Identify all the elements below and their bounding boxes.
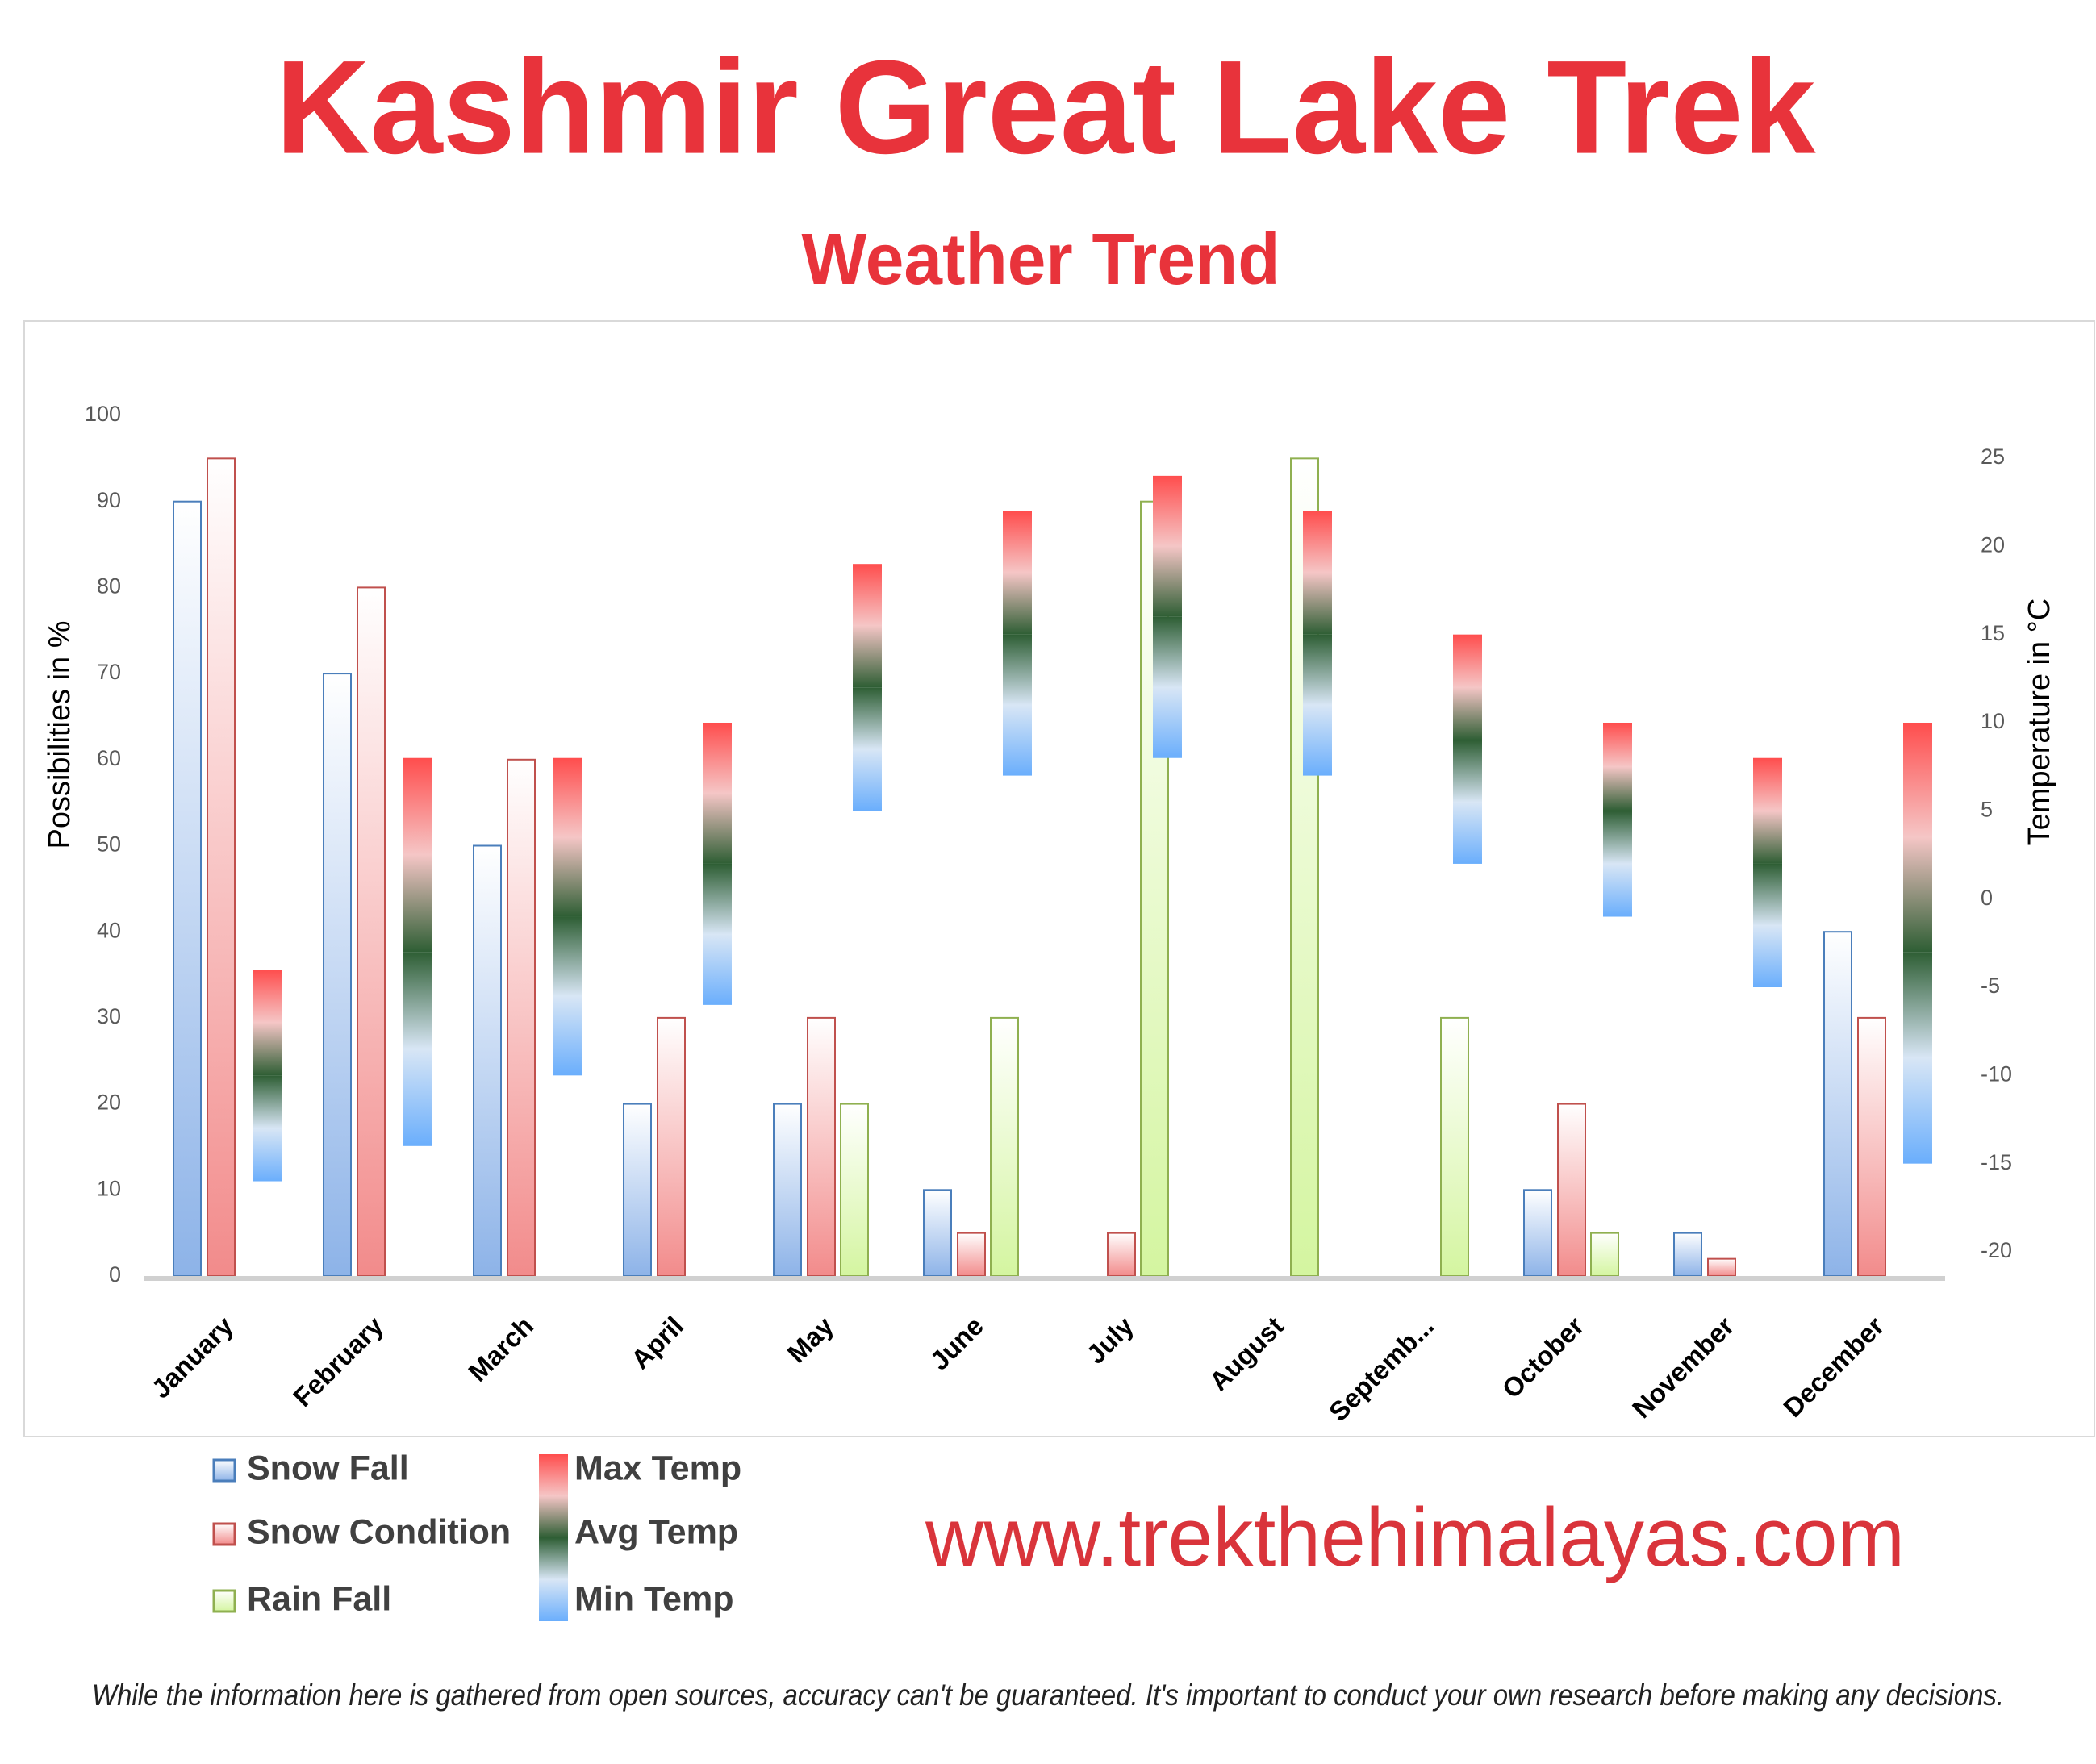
bar — [1440, 1016, 1469, 1278]
temp-range-upper — [1303, 511, 1332, 635]
legend-swatch — [212, 1589, 236, 1613]
y2-tick-label: -5 — [1981, 974, 2000, 998]
legend-swatch — [212, 1458, 236, 1483]
bar — [1857, 1016, 1886, 1278]
bar — [1107, 1232, 1136, 1278]
x-tick-label: March — [462, 1311, 539, 1387]
legend-swatch — [539, 1454, 568, 1621]
y-axis-label: Possibilities in % — [43, 621, 77, 849]
y-tick-label: 70 — [97, 660, 121, 684]
x-tick-label: July — [1080, 1311, 1139, 1370]
y-tick-label: 90 — [97, 488, 121, 512]
y2-tick-label: -15 — [1981, 1150, 2012, 1174]
temp-range-lower — [403, 952, 432, 1146]
temp-range-upper — [403, 757, 432, 953]
temp-range-upper — [1003, 511, 1032, 635]
temp-range-lower — [1153, 616, 1182, 758]
legend-label: Min Temp — [574, 1579, 733, 1618]
temp-range-upper — [1903, 723, 1932, 953]
bar — [623, 1103, 652, 1277]
temp-range-lower — [1903, 952, 1932, 1164]
temp-range-upper — [1753, 757, 1782, 864]
bar — [1707, 1257, 1736, 1278]
bar — [1673, 1232, 1702, 1278]
temp-range-lower — [1603, 811, 1632, 917]
temp-range-upper — [703, 723, 732, 864]
y2-tick-label: 10 — [1981, 709, 2005, 733]
chart-title: Kashmir Great Lake Trek — [276, 33, 1816, 181]
y-tick-label: 40 — [97, 918, 121, 942]
legend-label: Snow Condition — [247, 1512, 511, 1551]
y2-tick-label: 25 — [1981, 444, 2005, 469]
y2-tick-label: 5 — [1981, 797, 1993, 821]
y-tick-label: 100 — [85, 402, 121, 426]
y-tick-label: 50 — [97, 832, 121, 857]
bar — [990, 1016, 1019, 1278]
bar — [507, 758, 536, 1277]
temp-range-lower — [1303, 634, 1332, 776]
y-tick-label: 80 — [97, 574, 121, 598]
x-tick-label: October — [1496, 1311, 1589, 1404]
temp-range-upper — [1453, 634, 1482, 740]
bar — [1823, 931, 1852, 1277]
temp-range-upper — [253, 970, 282, 1076]
legend-label: Rain Fall — [247, 1579, 391, 1618]
temp-range-lower — [553, 916, 582, 1076]
y2-tick-label: -20 — [1981, 1238, 2012, 1262]
bar — [840, 1103, 869, 1277]
y2-axis-label: Temperature in °C — [2023, 598, 2056, 846]
temp-range-lower — [703, 863, 732, 1005]
y-tick-label: 20 — [97, 1091, 121, 1115]
x-tick-label: Septemb... — [1323, 1311, 1439, 1427]
x-tick-label: November — [1626, 1311, 1739, 1424]
bar — [807, 1016, 836, 1278]
bar — [1523, 1189, 1552, 1278]
y-tick-label: 60 — [97, 746, 121, 770]
y2-tick-label: -10 — [1981, 1061, 2012, 1086]
x-tick-label: April — [625, 1311, 689, 1374]
bar — [357, 586, 386, 1277]
bar — [773, 1103, 802, 1277]
legend-label: Avg Temp — [574, 1512, 738, 1551]
plot-frame — [23, 320, 2095, 1437]
disclaimer: While the information here is gathered f… — [92, 1679, 2004, 1712]
bar — [323, 673, 352, 1277]
legend-label: Snow Fall — [247, 1449, 409, 1487]
chart-subtitle: Weather Trend — [802, 219, 1280, 300]
bar — [957, 1232, 986, 1278]
bar — [473, 844, 502, 1277]
x-tick-label: February — [287, 1310, 389, 1412]
x-tick-label: August — [1204, 1311, 1290, 1397]
x-tick-label: June — [924, 1311, 989, 1376]
legend-label: Max Temp — [574, 1449, 741, 1487]
bar — [173, 500, 202, 1277]
temp-range-upper — [1153, 475, 1182, 617]
website: www.trekthehimalayas.com — [925, 1491, 1905, 1583]
temp-range-lower — [853, 687, 882, 811]
temp-range-lower — [1453, 740, 1482, 864]
bar — [1590, 1232, 1619, 1278]
y-tick-label: 30 — [97, 1004, 121, 1028]
y-tick-label: 0 — [109, 1262, 121, 1287]
y-tick-label: 10 — [97, 1176, 121, 1200]
y2-tick-label: 0 — [1981, 886, 1993, 910]
temp-range-upper — [1603, 723, 1632, 811]
temp-range-upper — [553, 757, 582, 917]
x-tick-label: January — [145, 1311, 239, 1404]
temp-range-lower — [1003, 634, 1032, 776]
y2-tick-label: 15 — [1981, 621, 2005, 645]
x-tick-label: December — [1777, 1311, 1889, 1423]
bar — [923, 1189, 952, 1278]
bar — [1557, 1103, 1586, 1277]
x-tick-label: May — [782, 1310, 840, 1368]
legend-swatch — [212, 1522, 236, 1546]
temp-range-lower — [1753, 863, 1782, 987]
y2-tick-label: 20 — [1981, 532, 2005, 557]
temp-range-lower — [253, 1075, 282, 1182]
bar — [207, 457, 236, 1277]
temp-range-upper — [853, 564, 882, 688]
bar — [657, 1016, 686, 1278]
